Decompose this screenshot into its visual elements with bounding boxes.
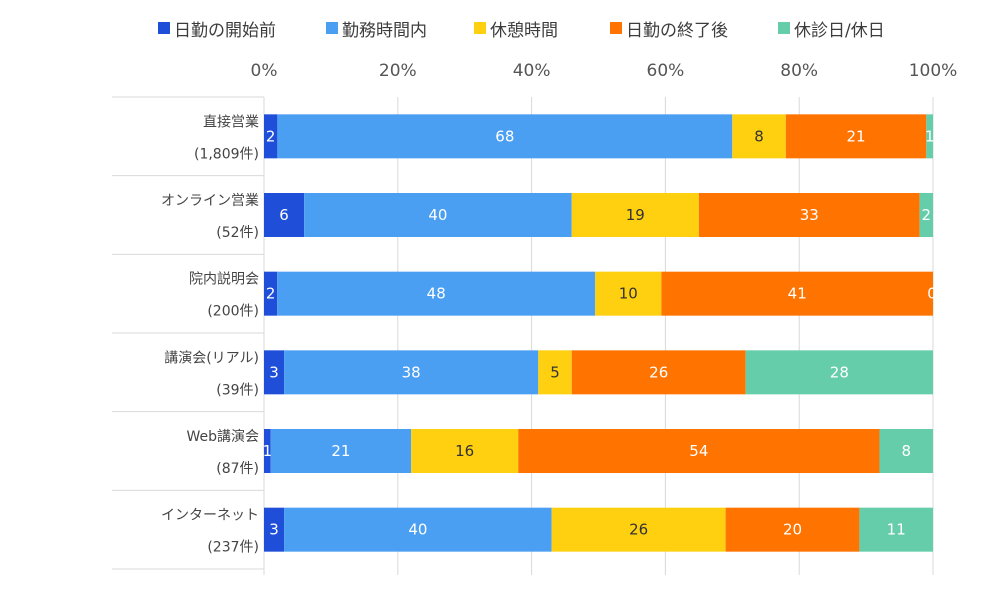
bar-segment [919, 193, 933, 237]
bar-segment [277, 271, 596, 316]
data-label: 5 [550, 363, 560, 381]
bar-segment [595, 271, 662, 316]
data-label: 19 [626, 206, 645, 224]
category-count: (39件) [216, 382, 259, 398]
data-label: 6 [279, 206, 289, 224]
bar-segment [859, 507, 933, 552]
legend-swatch [610, 22, 622, 34]
bar-segment [264, 429, 271, 473]
category-count: (87件) [216, 461, 259, 477]
bar-segment [264, 114, 278, 159]
data-label: 68 [495, 127, 514, 145]
x-tick-label: 80% [780, 61, 818, 81]
data-label: 48 [427, 285, 446, 303]
legend-label: 日勤の開始前 [174, 20, 276, 41]
bar-segment [270, 429, 412, 473]
data-label: 0 [927, 285, 937, 303]
data-label: 8 [754, 127, 764, 145]
legend-label: 休憩時間 [490, 20, 558, 41]
data-label: 28 [830, 363, 849, 381]
data-label: 10 [619, 285, 638, 303]
legend-swatch [474, 22, 486, 34]
data-label: 2 [266, 127, 276, 145]
bar-segment [518, 429, 880, 473]
bar-segment [661, 271, 933, 316]
data-label: 33 [800, 206, 819, 224]
bar-segment [264, 507, 285, 552]
legend-item: 休診日/休日 [778, 14, 885, 42]
category-label: 講演会(リアル) [164, 350, 259, 366]
legend-swatch [326, 22, 338, 34]
category-label: 直接営業 [203, 113, 259, 130]
data-label: 26 [649, 363, 668, 381]
bar-segment [879, 429, 933, 473]
data-label: 11 [887, 521, 906, 539]
data-label: 8 [901, 442, 911, 460]
bar-segment [725, 507, 860, 552]
x-tick-label: 40% [513, 61, 551, 81]
bar-segment [264, 193, 305, 237]
category-count: (52件) [216, 225, 259, 241]
data-label: 38 [402, 363, 421, 381]
bar-segment [785, 114, 927, 159]
data-label: 26 [629, 521, 648, 539]
legend-label: 日勤の終了後 [626, 20, 728, 41]
data-label: 40 [408, 521, 427, 539]
legend-label: 休診日/休日 [794, 20, 885, 41]
bar-segment [264, 271, 278, 316]
bar-segment [538, 350, 572, 395]
legend-item: 日勤の終了後 [610, 14, 728, 42]
bar-segment [411, 429, 519, 473]
legend-label: 勤務時間内 [342, 20, 427, 41]
data-label: 20 [783, 521, 802, 539]
category-label: 院内説明会 [189, 272, 259, 288]
bar-segment [551, 507, 726, 552]
category-label: オンライン営業 [161, 193, 259, 209]
x-tick-label: 100% [909, 61, 958, 81]
legend-item: 勤務時間内 [326, 14, 427, 42]
data-label: 2 [266, 285, 276, 303]
chart-legend: 日勤の開始前 勤務時間内 休憩時間 日勤の終了後 休診日/休日 [0, 14, 983, 42]
x-tick-label: 20% [379, 61, 417, 81]
bar-segment [698, 193, 920, 237]
bar-segment [264, 350, 285, 395]
category-label: Web講演会 [186, 429, 259, 445]
bar-segment [277, 114, 733, 159]
data-label: 41 [788, 285, 807, 303]
data-label: 16 [455, 442, 474, 460]
category-count: (200件) [207, 304, 259, 320]
bar-segment [304, 193, 572, 237]
data-label: 40 [428, 206, 447, 224]
x-tick-label: 60% [647, 61, 685, 81]
data-label: 2 [922, 206, 932, 224]
category-count: (237件) [207, 540, 259, 556]
bar-segment [571, 193, 699, 237]
bar-segment [284, 350, 539, 395]
data-label: 1 [925, 127, 935, 145]
legend-swatch [158, 22, 170, 34]
data-label: 21 [847, 127, 866, 145]
bar-segment [926, 114, 933, 159]
bar-segment [745, 350, 933, 395]
bar-segment [571, 350, 746, 395]
data-label: 1 [263, 442, 273, 460]
data-label: 3 [269, 363, 279, 381]
legend-item: 休憩時間 [474, 14, 558, 42]
data-label: 54 [689, 442, 708, 460]
data-label: 21 [331, 442, 350, 460]
legend-item: 日勤の開始前 [158, 14, 276, 42]
category-count: (1,809件) [194, 146, 259, 162]
bar-segment [284, 507, 552, 552]
category-label: インターネット [161, 508, 259, 524]
bar-segment [732, 114, 786, 159]
legend-swatch [778, 22, 790, 34]
x-tick-label: 0% [251, 61, 278, 81]
data-label: 3 [269, 521, 279, 539]
